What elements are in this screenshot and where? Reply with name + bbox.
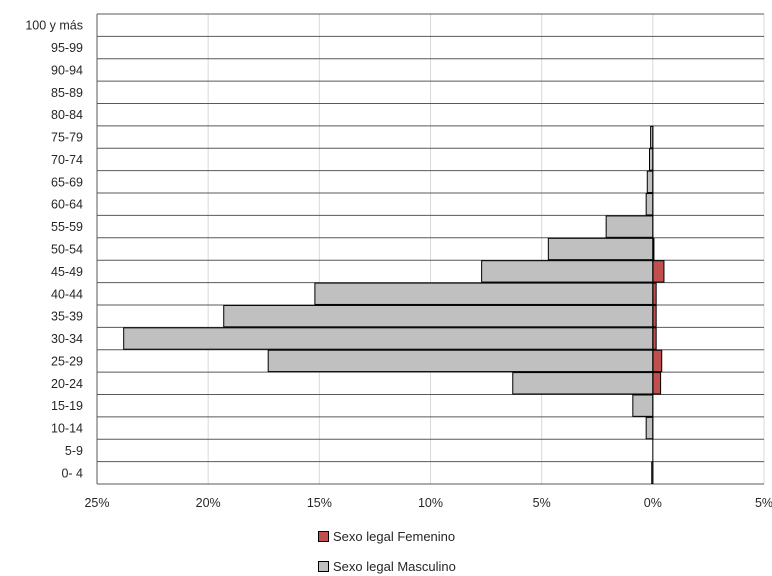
y-tick-label: 85-89 bbox=[51, 86, 83, 100]
gridlines bbox=[96, 13, 765, 485]
y-tick-label: 0- 4 bbox=[61, 466, 83, 480]
x-tick-label: 5% bbox=[533, 496, 551, 510]
y-tick-label: 10-14 bbox=[51, 422, 83, 436]
y-tick-label: 55-59 bbox=[51, 220, 83, 234]
y-tick-label: 75-79 bbox=[51, 131, 83, 145]
x-tick-label: 25% bbox=[84, 496, 109, 510]
bar-male bbox=[645, 193, 654, 216]
bar-male bbox=[646, 170, 654, 194]
y-tick-label: 100 y más bbox=[25, 19, 83, 33]
bar-female bbox=[652, 282, 657, 305]
bar-male bbox=[547, 237, 654, 261]
bar-male bbox=[645, 416, 654, 440]
legend-swatch-female bbox=[318, 531, 329, 542]
bars bbox=[123, 125, 665, 485]
legend-swatch-male bbox=[318, 561, 329, 572]
bar-female bbox=[652, 304, 657, 328]
legend-label-female: Sexo legal Femenino bbox=[333, 529, 456, 544]
y-tick-label: 95-99 bbox=[51, 41, 83, 55]
bar-male bbox=[605, 215, 654, 238]
legend-label-male: Sexo legal Masculino bbox=[333, 559, 456, 574]
bar-female bbox=[652, 260, 665, 283]
x-tick-label: 10% bbox=[418, 496, 443, 510]
y-tick-label: 40-44 bbox=[51, 287, 83, 301]
y-tick-label: 15-19 bbox=[51, 399, 83, 413]
y-axis-tick-labels: 0- 4 5-9 10-14 15-19 20-24 25-29 30-34 35-39 40-… bbox=[25, 19, 83, 481]
bar-male bbox=[648, 148, 654, 171]
x-axis-tick-labels: 25% 20% 15% 10% 5% 0% 5% bbox=[84, 496, 772, 510]
bar-male bbox=[512, 372, 654, 395]
bar-male bbox=[223, 304, 654, 328]
x-tick-label: 0% bbox=[644, 496, 662, 510]
y-tick-label: 20-24 bbox=[51, 377, 83, 391]
x-tick-label: 15% bbox=[307, 496, 332, 510]
legend-item-female: Sexo legal Femenino bbox=[318, 529, 455, 544]
y-tick-label: 90-94 bbox=[51, 63, 83, 77]
bar-male bbox=[123, 327, 654, 350]
bar-male bbox=[632, 394, 654, 417]
legend-item-male: Sexo legal Masculino bbox=[318, 559, 456, 574]
y-tick-label: 65-69 bbox=[51, 175, 83, 189]
y-tick-label: 30-34 bbox=[51, 332, 83, 346]
bar-male bbox=[481, 260, 654, 283]
bar-female bbox=[652, 327, 657, 350]
bar-male bbox=[267, 349, 654, 373]
y-tick-label: 70-74 bbox=[51, 153, 83, 167]
population-pyramid-chart: 0- 4 5-9 10-14 15-19 20-24 25-29 30-34 35-39 40-… bbox=[25, 13, 772, 510]
bar-female bbox=[652, 349, 663, 373]
bar-male bbox=[314, 282, 654, 305]
y-tick-label: 45-49 bbox=[51, 265, 83, 279]
y-tick-label: 80-84 bbox=[51, 108, 83, 122]
y-tick-label: 25-29 bbox=[51, 354, 83, 368]
x-tick-label: 20% bbox=[196, 496, 221, 510]
bar-female bbox=[652, 372, 662, 395]
y-tick-label: 5-9 bbox=[65, 444, 83, 458]
x-tick-label: 5% bbox=[755, 496, 772, 510]
y-tick-label: 50-54 bbox=[51, 243, 83, 257]
y-tick-label: 60-64 bbox=[51, 198, 83, 212]
y-tick-label: 35-39 bbox=[51, 310, 83, 324]
